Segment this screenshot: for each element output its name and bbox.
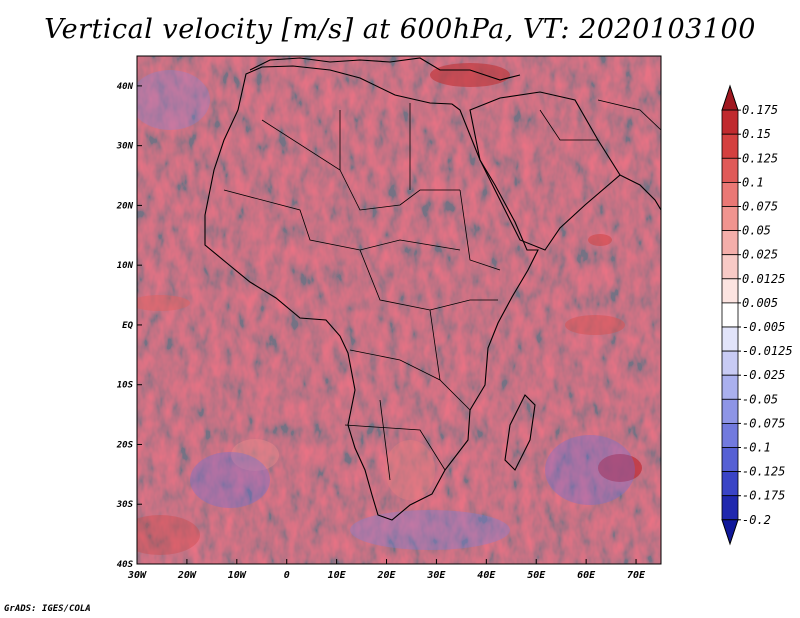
colorbar-label: 0.075 [742, 200, 778, 214]
colorbar-label: 0.15 [742, 127, 771, 141]
lat-label: EQ [122, 321, 133, 331]
colorbar-segment [721, 422, 739, 448]
colorbar-segment [721, 109, 739, 135]
colorbar-segment [721, 230, 739, 256]
grads-credit: GrADS: IGES/COLA [4, 604, 91, 614]
lat-label: 10S [117, 381, 134, 391]
patch-red-southwest [137, 515, 200, 555]
border-line [597, 99, 661, 131]
border-line [379, 399, 391, 481]
lat-label: 20N [116, 201, 134, 211]
colorbar-top-arrow [721, 84, 739, 111]
longitude-labels: 30W 20W 10W 0 10E 20E 30E 40E 50E 60E 70E [127, 570, 646, 581]
map-field [137, 56, 661, 564]
lat-label: 40N [117, 82, 134, 92]
lat-label: 10N [117, 261, 134, 271]
lon-label: 70E [627, 570, 646, 581]
lat-label: 30S [116, 500, 134, 510]
patch-blue-swirl-indian [545, 435, 635, 505]
colorbar-segment [721, 133, 739, 159]
madagascar-coast [504, 394, 536, 471]
colorbar-segment [721, 181, 739, 207]
arabia-coast [469, 91, 621, 251]
border-line [349, 349, 471, 411]
lon-label: 30E [426, 570, 446, 581]
colorbar-segment [721, 471, 739, 497]
colorbar-label: 0.1 [742, 175, 764, 189]
patch-red-caucasus [430, 63, 510, 87]
colorbar-segment [721, 447, 739, 473]
patch-red-indianocean [565, 315, 625, 335]
colorbar-label: -0.2 [742, 513, 771, 527]
lon-label: 60E [577, 570, 596, 581]
india-coast [619, 174, 661, 211]
country-borders [223, 99, 661, 481]
colorbar-segment [721, 350, 739, 376]
colorbar-label: 0.175 [742, 103, 778, 117]
lon-label: 40E [477, 570, 496, 581]
colorbar-label: -0.075 [742, 416, 785, 430]
patch-red-southindian [598, 454, 642, 482]
patch-blue-swirl-atlantic [190, 452, 270, 508]
axis-ticks [136, 85, 637, 565]
colorbar-segment [721, 326, 739, 352]
lon-label: 50E [527, 570, 546, 581]
border-line [223, 189, 461, 251]
colorbar-label: 0.025 [742, 248, 778, 262]
colorbar-label: -0.025 [742, 368, 785, 382]
colorbar-label: -0.175 [742, 489, 785, 503]
map-frame [136, 55, 662, 565]
colorbar-segment [721, 278, 739, 304]
patch-red-southafrica [385, 440, 435, 500]
colorbar-label: 0.0125 [742, 272, 785, 286]
border-line [261, 119, 460, 211]
lat-label: 20S [116, 440, 134, 450]
border-line [459, 189, 501, 271]
patch-blue-northatlantic [137, 70, 210, 130]
colorbar-segment [721, 302, 739, 328]
colorbar-label: -0.1 [742, 441, 771, 455]
patch-blue-southern [350, 510, 510, 550]
map-title: Vertical velocity [m/s] at 600hPa, VT: 2… [44, 14, 756, 45]
colorbar-label: -0.05 [742, 392, 778, 406]
latitude-labels: 40N 30N 20N 10N EQ 10S 20S 30S 40S [116, 82, 134, 570]
patch-red-arabiansea [588, 234, 612, 246]
colorbar-segment [721, 374, 739, 400]
europe-coast [249, 57, 521, 81]
colorbar-segment [721, 206, 739, 232]
colorbar-label: 0.05 [742, 224, 771, 238]
colorbar-bottom-arrow [721, 519, 739, 546]
colorbar-label: 0.125 [742, 151, 778, 165]
colorbar-segment [721, 495, 739, 521]
colorbar-segment [721, 157, 739, 183]
lon-label: 10W [228, 570, 247, 581]
border-line [429, 309, 441, 381]
border-line [539, 109, 598, 141]
lat-label: 30N [116, 142, 134, 152]
lon-label: 30W [127, 570, 147, 581]
colorbar-label: -0.0125 [742, 344, 793, 358]
lon-label: 10E [328, 570, 347, 581]
colorbar-label: 0.005 [742, 296, 778, 310]
colorbar-segment [721, 398, 739, 424]
border-line [344, 424, 446, 471]
patch-red-southatlantic [231, 439, 279, 471]
lon-label: 0 [284, 570, 290, 581]
colorbar: 0.175 0.15 0.125 0.1 0.075 0.05 0.025 0.0125 0.0… [721, 84, 793, 546]
lon-label: 20E [376, 570, 396, 581]
colorbar-label: -0.125 [742, 465, 785, 479]
colorbar-segment [721, 254, 739, 280]
lat-label: 40S [117, 560, 134, 570]
lon-label: 20W [177, 570, 197, 581]
colorbar-label: -0.005 [742, 320, 785, 334]
patch-red-atlantic [137, 295, 190, 311]
